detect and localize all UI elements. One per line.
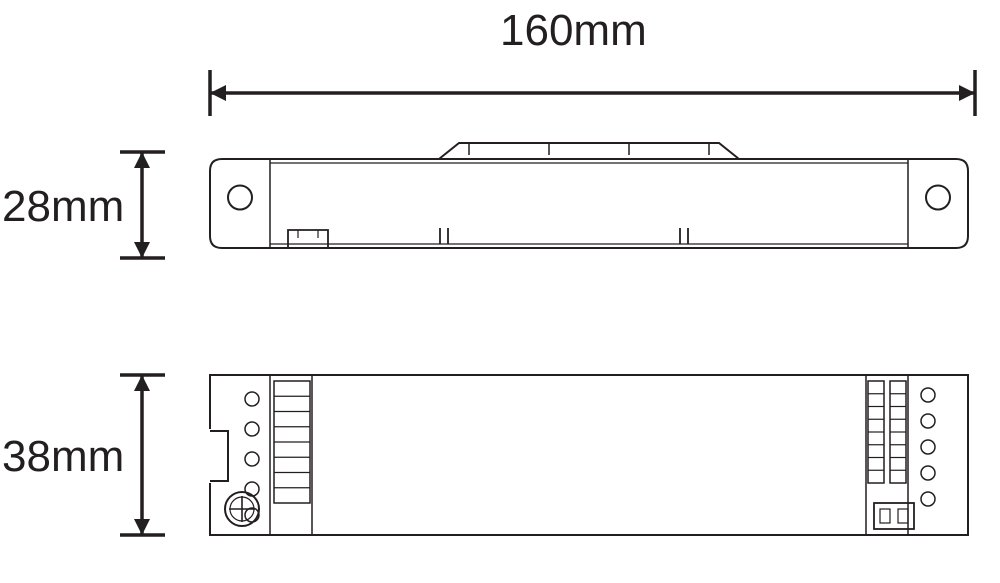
top-height-dimension-label: 38mm [2, 432, 124, 482]
front-height-dimension-label: 28mm [2, 182, 124, 232]
width-dimension-label: 160mm [500, 6, 647, 56]
technical-drawing [0, 0, 1000, 583]
